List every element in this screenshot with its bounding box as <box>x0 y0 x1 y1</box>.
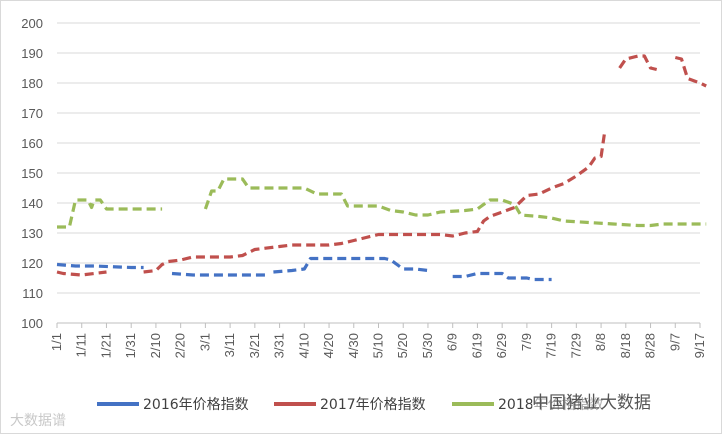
series-segment <box>618 54 658 72</box>
y-tick-label: 150 <box>21 166 43 181</box>
x-tick-label: 7/29 <box>568 333 583 358</box>
y-tick-label: 110 <box>22 286 43 301</box>
y-tick-label: 160 <box>21 136 43 151</box>
x-tick-label: 2/20 <box>173 333 188 358</box>
series-segment <box>56 262 144 270</box>
x-tick-label: 4/10 <box>296 333 311 358</box>
series-segment <box>203 177 707 228</box>
y-tick-label: 130 <box>21 226 43 241</box>
watermark-right: 中国猪业大数据 <box>532 388 651 413</box>
x-tick-label: 1/21 <box>98 333 113 358</box>
x-tick-label: 6/19 <box>469 333 484 358</box>
series-segment <box>674 55 707 88</box>
y-tick-label: 170 <box>21 106 43 121</box>
y-tick-label: 140 <box>21 196 43 211</box>
x-tick-label: 6/29 <box>494 333 509 358</box>
y-tick-label: 180 <box>21 76 43 91</box>
x-tick-label: 2/10 <box>148 333 163 358</box>
x-tick-label: 5/30 <box>420 333 435 358</box>
axes: 100 110 120 130 140 150 160 170 180 190 200 1/1 1/11… <box>21 16 707 358</box>
x-tick-label: 8/28 <box>643 333 658 358</box>
x-tick-label: 9/7 <box>667 333 682 351</box>
x-tick-label: 5/20 <box>395 333 410 358</box>
series-lines <box>56 54 707 282</box>
series-line-1 <box>56 256 552 282</box>
y-tick-label: 120 <box>21 256 43 271</box>
y-tick-label: 200 <box>21 16 43 31</box>
series-line-3 <box>57 177 707 229</box>
series-segment <box>171 271 268 277</box>
x-tick-label: 3/1 <box>197 333 212 351</box>
y-tick-label: 100 <box>21 316 43 331</box>
watermark-left: 大数据谱 <box>10 413 66 429</box>
series-segment <box>273 256 429 274</box>
grid-lines <box>57 22 700 324</box>
x-tick-label: 8/18 <box>618 333 633 358</box>
x-tick-label: 8/8 <box>593 333 608 351</box>
x-tick-label: 4/20 <box>321 333 336 358</box>
y-tick-label: 190 <box>21 46 43 61</box>
series-segment <box>452 271 552 282</box>
x-tick-label: 9/17 <box>692 333 707 358</box>
x-tick-label: 3/21 <box>247 333 262 358</box>
series-segment <box>57 198 163 229</box>
x-tick-label: 1/31 <box>123 333 138 358</box>
x-tick-label: 3/31 <box>272 333 287 358</box>
x-tick-label: 5/10 <box>371 333 386 358</box>
series-segment <box>56 270 107 277</box>
legend: 2016年价格指数2017年价格指数2018年价格指数 <box>97 397 604 413</box>
x-tick-label: 1/1 <box>49 333 64 351</box>
legend-label-1: 2016年价格指数 <box>143 397 249 413</box>
x-tick-label: 6/9 <box>445 333 460 351</box>
series-segment <box>143 130 607 274</box>
x-tick-label: 4/30 <box>346 333 361 358</box>
legend-label-2: 2017年价格指数 <box>320 397 426 413</box>
x-tick-label: 3/11 <box>222 333 237 357</box>
series-line-2 <box>56 54 707 277</box>
x-tick-label: 1/11 <box>74 333 89 357</box>
x-tick-label: 7/9 <box>519 333 534 351</box>
x-tick-label: 7/19 <box>544 333 559 358</box>
